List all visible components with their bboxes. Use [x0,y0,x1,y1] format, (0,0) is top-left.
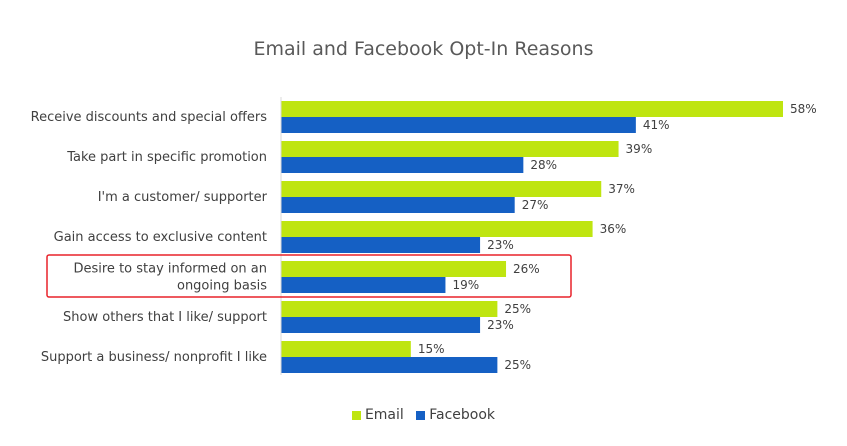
legend-swatch-facebook [416,410,426,420]
data-label-email: 26% [513,262,540,276]
data-label-facebook: 23% [487,238,514,252]
bar-email [281,301,498,317]
category-label: Desire to stay informed on an ongoing bas… [73,262,267,294]
data-label-facebook: 28% [530,158,557,172]
legend-item-email: Email [351,407,404,423]
bar-email [281,141,619,157]
data-label-email: 39% [626,142,653,156]
legend-swatch-email [351,410,361,420]
bar-facebook [281,237,481,253]
category-label: Receive discounts and special offers [31,110,268,125]
data-label-facebook: 23% [487,318,514,332]
bar-email [281,341,411,357]
category-label-line: Gain access to exclusive content [54,230,267,245]
data-label-facebook: 19% [452,278,479,292]
data-label-email: 36% [600,222,627,236]
data-label-facebook: 27% [522,198,549,212]
bar-email [281,101,783,117]
category-label: Gain access to exclusive content [54,230,267,245]
category-label-line: Support a business/ nonprofit I like [41,350,267,365]
chart-title: Email and Facebook Opt-In Reasons [253,38,594,60]
bar-facebook [281,357,498,373]
legend-label-email: Email [364,407,404,423]
data-label-facebook: 41% [643,118,670,132]
category-label: Show others that I like/ support [63,310,267,325]
bar-email [281,261,507,277]
category-label-line: Show others that I like/ support [63,310,267,325]
bar-facebook [281,317,481,333]
bar-email [281,221,593,237]
bar-facebook [281,157,524,173]
category-label-line: Desire to stay informed on an [73,262,267,277]
data-label-email: 37% [608,182,635,196]
category-label-line: I'm a customer/ supporter [98,190,268,205]
data-label-email: 25% [504,302,531,316]
category-label: I'm a customer/ supporter [98,190,268,205]
data-label-facebook: 25% [504,358,531,372]
data-label-email: 15% [418,342,445,356]
bar-facebook [281,197,515,213]
category-label-line: ongoing basis [177,279,267,294]
category-label: Support a business/ nonprofit I like [41,350,267,365]
category-label: Take part in specific promotion [66,150,267,165]
legend-item-facebook: Facebook [416,407,495,423]
category-label-line: Receive discounts and special offers [31,110,268,125]
bar-facebook [281,277,446,293]
category-label-line: Take part in specific promotion [66,150,267,165]
legend-label-facebook: Facebook [429,407,496,423]
bar-facebook [281,117,636,133]
highlight-box [46,254,572,298]
bar-email [281,181,602,197]
data-label-email: 58% [790,102,817,116]
legend: Email Facebook [0,407,847,424]
